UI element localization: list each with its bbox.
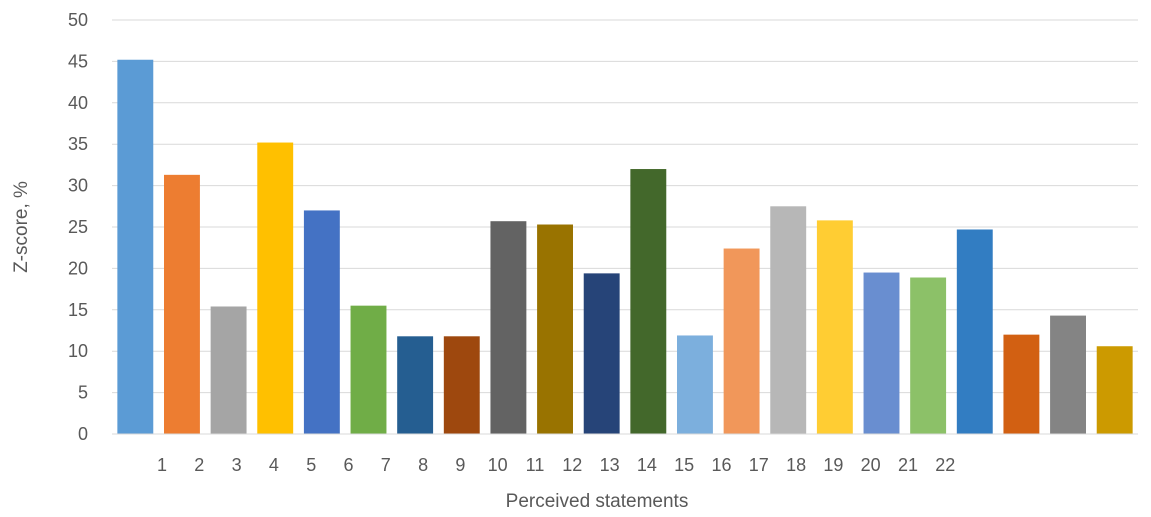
x-tick-label: 14 — [637, 455, 657, 475]
x-tick-label: 16 — [711, 455, 731, 475]
bar-14 — [723, 248, 760, 434]
x-tick-label: 5 — [306, 455, 316, 475]
x-tick-label: 19 — [823, 455, 843, 475]
x-tick-label: 9 — [455, 455, 465, 475]
y-tick-label: 5 — [78, 383, 88, 403]
y-axis-title: Z-score, % — [11, 181, 32, 273]
bar-3 — [210, 306, 247, 434]
bar-16 — [816, 220, 853, 434]
x-axis-title: Perceived statements — [506, 491, 689, 512]
y-tick-label: 30 — [68, 176, 88, 196]
x-tick-label: 7 — [381, 455, 391, 475]
x-tick-label: 20 — [861, 455, 881, 475]
bar-21 — [1050, 315, 1087, 434]
y-axis-tick-labels: 0 5 10 15 20 25 30 35 40 45 50 — [68, 10, 88, 444]
x-tick-label: 18 — [786, 455, 806, 475]
x-tick-label: 3 — [232, 455, 242, 475]
bar-15 — [770, 206, 807, 434]
bar-19 — [956, 229, 993, 434]
bar-9 — [490, 221, 527, 434]
y-tick-label: 50 — [68, 10, 88, 30]
bars — [117, 59, 1133, 435]
bar-17 — [863, 272, 900, 434]
bar-10 — [537, 224, 574, 434]
y-tick-label: 35 — [68, 134, 88, 154]
y-tick-label: 20 — [68, 258, 88, 278]
x-axis-tick-labels: 1 2 3 4 5 6 7 8 9 10 11 12 13 14 15 16 17 18 19 20 21 22 — [157, 455, 955, 475]
bar-6 — [350, 305, 387, 434]
bar-11 — [583, 273, 620, 434]
x-tick-label: 15 — [674, 455, 694, 475]
x-tick-label: 10 — [488, 455, 508, 475]
bar-4 — [257, 142, 294, 434]
bar-8 — [443, 336, 480, 434]
bar-7 — [397, 336, 434, 434]
x-tick-label: 6 — [343, 455, 353, 475]
bar-20 — [1003, 334, 1040, 434]
x-tick-label: 13 — [600, 455, 620, 475]
bar-12 — [630, 169, 667, 435]
bar-22 — [1096, 346, 1133, 434]
x-tick-label: 4 — [269, 455, 279, 475]
bar-18 — [910, 277, 947, 434]
x-tick-label: 1 — [157, 455, 167, 475]
y-tick-label: 40 — [68, 93, 88, 113]
bar-5 — [303, 210, 340, 434]
y-tick-label: 45 — [68, 51, 88, 71]
bar-2 — [163, 174, 200, 434]
x-tick-label: 11 — [526, 455, 545, 475]
x-tick-label: 22 — [935, 455, 955, 475]
x-tick-label: 2 — [194, 455, 204, 475]
y-tick-label: 25 — [68, 217, 88, 237]
bar-13 — [676, 335, 713, 434]
y-tick-label: 10 — [68, 341, 88, 361]
y-tick-label: 15 — [68, 300, 88, 320]
x-tick-label: 21 — [898, 455, 918, 475]
x-tick-label: 8 — [418, 455, 428, 475]
x-tick-label: 12 — [562, 455, 582, 475]
x-tick-label: 17 — [749, 455, 769, 475]
bar-1 — [117, 59, 154, 435]
y-tick-label: 0 — [78, 424, 88, 444]
